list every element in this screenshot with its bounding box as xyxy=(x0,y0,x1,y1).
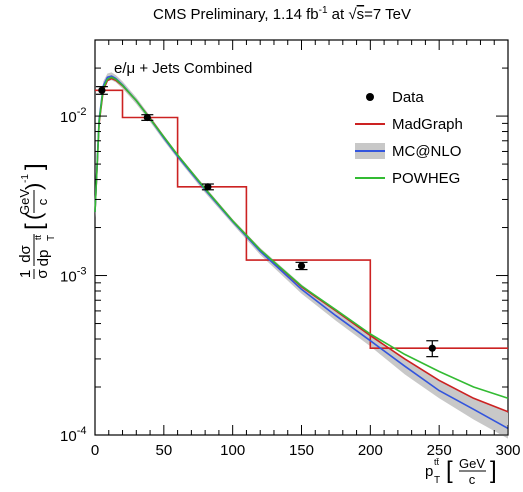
x-tick-label: 250 xyxy=(427,442,452,459)
svg-text:T: T xyxy=(46,235,57,241)
svg-text:]: ] xyxy=(490,457,497,484)
mcatnlo-uncertainty-band-layer xyxy=(95,72,508,439)
x-tick-label: 200 xyxy=(358,442,383,459)
legend: Data MadGraph MC@NLO POWHEG xyxy=(355,89,463,187)
y-tick-label: 10-2 xyxy=(60,106,86,126)
data-marker xyxy=(297,262,306,270)
channel-annotation: e/μ + Jets Combined xyxy=(114,60,252,77)
svg-text:(: ( xyxy=(21,212,46,220)
svg-text:p: p xyxy=(425,463,433,480)
svg-text:[: [ xyxy=(446,457,453,484)
svg-text:-1: -1 xyxy=(20,174,31,183)
y-tick-label: 10-3 xyxy=(60,266,86,286)
y-tick-label: 10-4 xyxy=(60,425,86,445)
data-point xyxy=(141,113,154,122)
data-points-layer xyxy=(95,86,439,358)
x-tick-label: 300 xyxy=(495,442,520,459)
svg-text:tt̄: tt̄ xyxy=(434,457,440,467)
x-tick-label: 0 xyxy=(91,442,99,459)
data-point xyxy=(201,183,214,191)
data-marker xyxy=(143,113,151,122)
madgraph-histogram xyxy=(95,89,508,349)
x-tick-label: 50 xyxy=(155,442,172,459)
svg-text:σ: σ xyxy=(34,269,51,279)
x-axis-label: p tt̄ T [ GeV c ] xyxy=(425,456,497,487)
data-marker xyxy=(204,183,212,191)
legend-entry-powheg: POWHEG xyxy=(355,170,460,187)
svg-text:[: [ xyxy=(21,223,48,230)
curve-layer xyxy=(94,75,509,430)
x-tick-label: 150 xyxy=(289,442,314,459)
y-axis: 10-4 10-3 10-2 xyxy=(60,67,508,445)
legend-label: Data xyxy=(392,89,424,106)
legend-label: MadGraph xyxy=(392,116,463,133)
legend-label: MC@NLO xyxy=(392,143,461,160)
legend-entry-data: Data xyxy=(366,89,424,106)
legend-entry-mc-nlo: MC@NLO xyxy=(355,143,461,160)
svg-text:GeV: GeV xyxy=(459,456,485,471)
y-axis-label: 1 σ dσ dp tt̄ T [ ( GeV c ) -1 ] xyxy=(17,163,57,279)
legend-marker xyxy=(366,93,374,101)
data-marker xyxy=(98,86,106,94)
svg-text:GeV: GeV xyxy=(17,189,32,215)
plot-frame xyxy=(94,39,509,436)
svg-text:tt̄: tt̄ xyxy=(33,234,43,240)
data-marker xyxy=(428,344,436,352)
x-axis: 0 50 100 150 200 250 300 xyxy=(91,40,521,459)
x-tick-label: 100 xyxy=(220,442,245,459)
madgraph-histogram-layer xyxy=(95,89,508,349)
svg-text:): ) xyxy=(21,183,46,190)
svg-text:1: 1 xyxy=(17,270,34,278)
svg-text:c: c xyxy=(469,472,476,487)
legend-label: POWHEG xyxy=(392,170,460,187)
svg-text:dp: dp xyxy=(35,250,52,267)
data-point xyxy=(95,86,108,95)
powheg-curve xyxy=(94,76,509,400)
legend-entry-madgraph: MadGraph xyxy=(355,116,463,133)
data-point xyxy=(426,340,439,358)
svg-text:c: c xyxy=(35,198,50,205)
data-point xyxy=(295,261,308,271)
mcatnlo-uncertainty-band xyxy=(95,72,508,439)
svg-text:T: T xyxy=(434,475,440,486)
chart-title: CMS Preliminary, 1.14 fb-1 at √s=7 TeV xyxy=(153,5,411,23)
svg-text:]: ] xyxy=(21,163,48,170)
svg-text:dσ: dσ xyxy=(17,244,34,262)
